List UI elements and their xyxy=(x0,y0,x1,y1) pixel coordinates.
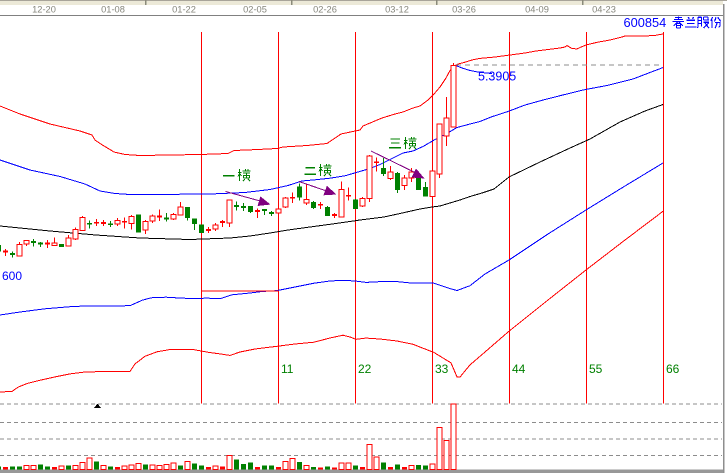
svg-text:33: 33 xyxy=(435,362,449,376)
svg-text:5.3905: 5.3905 xyxy=(478,70,516,84)
svg-text:02-26: 02-26 xyxy=(313,5,337,15)
svg-text:66: 66 xyxy=(666,362,680,376)
svg-text:55: 55 xyxy=(589,362,603,376)
svg-text:04-09: 04-09 xyxy=(525,5,549,15)
svg-text:600854: 600854 xyxy=(624,15,667,30)
svg-text:01-08: 01-08 xyxy=(101,5,125,15)
svg-text:03-12: 03-12 xyxy=(385,5,409,15)
svg-text:04-23: 04-23 xyxy=(592,5,616,15)
svg-text:12-20: 12-20 xyxy=(32,5,56,15)
svg-text:11: 11 xyxy=(281,362,294,376)
svg-text:02-05: 02-05 xyxy=(243,5,267,15)
svg-text:600: 600 xyxy=(2,269,22,283)
svg-text:44: 44 xyxy=(512,362,526,376)
svg-text:01-22: 01-22 xyxy=(172,5,196,15)
svg-text:22: 22 xyxy=(358,362,372,376)
svg-text:03-26: 03-26 xyxy=(452,5,476,15)
